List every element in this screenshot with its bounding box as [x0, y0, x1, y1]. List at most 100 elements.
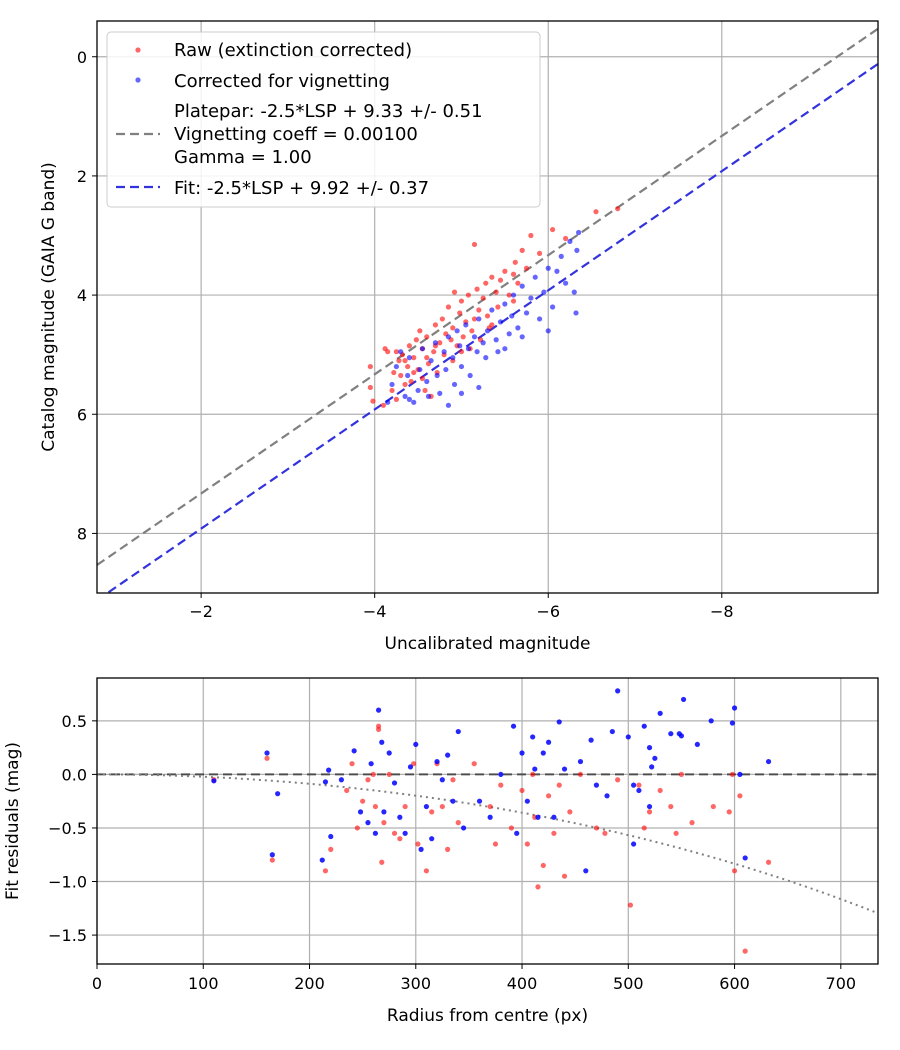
corrected-point: [545, 265, 551, 271]
corrected-point: [495, 349, 501, 355]
raw-point: [465, 292, 472, 298]
raw-residual-point: [370, 771, 376, 778]
bottom-x-tick-label: 400: [507, 974, 538, 993]
corrected-residual-point: [577, 758, 584, 765]
corrected-point: [424, 378, 430, 385]
corrected-residual-point: [275, 791, 281, 797]
raw-residual-point: [593, 825, 600, 831]
raw-residual-point: [498, 782, 504, 788]
legend-fit-label: Fit: -2.5*LSP + 9.92 +/- 0.37: [174, 178, 429, 199]
raw-residual-point: [471, 761, 477, 767]
corrected-residual-point: [678, 733, 685, 739]
corrected-point: [457, 343, 463, 349]
corrected-residual-point: [264, 750, 270, 756]
raw-residual-point: [731, 868, 738, 874]
raw-point: [437, 340, 443, 346]
raw-residual-point: [381, 820, 387, 826]
corrected-residual-point: [379, 739, 385, 745]
corrected-point: [463, 322, 469, 328]
raw-point: [495, 304, 501, 310]
corrected-point: [489, 307, 495, 313]
raw-point: [411, 355, 417, 361]
raw-residual-point: [646, 809, 653, 815]
top-fit-lines: [97, 27, 878, 593]
raw-point: [519, 247, 525, 253]
corrected-point: [476, 316, 482, 322]
corrected-residual-point: [604, 793, 610, 799]
corrected-point: [467, 372, 473, 379]
corrected-residual-point: [269, 852, 275, 858]
corrected-point: [510, 292, 517, 298]
corrected-residual-point: [381, 809, 387, 815]
corrected-point: [545, 328, 551, 334]
corrected-residual-point: [556, 719, 562, 725]
raw-residual-point: [710, 803, 716, 810]
corrected-point: [425, 393, 432, 399]
raw-residual-point: [689, 820, 695, 826]
corrected-residual-point: [519, 750, 525, 756]
bottom-x-tick-label: 500: [613, 974, 644, 993]
raw-residual-point: [519, 787, 525, 794]
raw-point: [483, 280, 489, 286]
corrected-residual-point: [423, 803, 430, 810]
bottom-grid: [96, 678, 878, 964]
corrected-residual-point: [372, 830, 378, 836]
raw-point: [480, 295, 486, 301]
raw-point: [476, 307, 482, 313]
raw-point: [497, 277, 504, 283]
raw-point: [528, 232, 534, 239]
corrected-residual-point: [551, 814, 557, 820]
raw-residual-point: [455, 820, 461, 826]
corrected-residual-point: [583, 868, 589, 874]
raw-point: [413, 337, 419, 343]
corrected-residual-point: [668, 731, 674, 737]
corrected-residual-point: [532, 766, 538, 772]
bottom-y-tick-label: −0.5: [48, 819, 87, 838]
raw-point: [424, 334, 430, 340]
corrected-residual-point: [328, 833, 334, 840]
raw-residual-point: [487, 803, 493, 810]
raw-point: [510, 298, 517, 304]
raw-residual-point: [567, 809, 573, 815]
corrected-point: [519, 334, 525, 340]
raw-point: [419, 375, 426, 382]
raw-point: [370, 398, 376, 404]
raw-point: [563, 235, 569, 242]
corrected-point: [458, 390, 465, 396]
raw-point: [391, 369, 397, 376]
raw-residual-point: [445, 846, 451, 852]
corrected-residual-point: [445, 752, 451, 758]
raw-point: [445, 304, 452, 310]
corrected-residual-point: [418, 846, 424, 852]
bottom-y-axis-label: Fit residuals (mag): [3, 742, 23, 900]
raw-point: [593, 209, 599, 215]
corrected-point: [528, 295, 534, 301]
corrected-residual-point: [609, 728, 615, 735]
bottom-x-tick-label: 600: [719, 974, 750, 993]
raw-residual-point: [360, 798, 366, 804]
top-y-tick-label: 2: [77, 167, 87, 186]
raw-point: [393, 396, 399, 402]
raw-point: [424, 355, 430, 361]
legend-corrected-label: Corrected for vignetting: [174, 71, 390, 92]
raw-residual-point: [397, 836, 403, 842]
raw-point: [458, 349, 465, 355]
bottom-x-tick-label: 0: [92, 974, 102, 993]
top-y-axis-label: Catalog magnitude (GAIA G band): [39, 162, 59, 452]
raw-residual-point: [375, 723, 382, 729]
corrected-point: [415, 387, 421, 394]
top-x-axis-label: Uncalibrated magnitude: [385, 634, 591, 654]
bottom-x-axis-label: Radius from centre (px): [387, 1006, 588, 1026]
corrected-point: [432, 340, 439, 346]
corrected-residual-point: [652, 755, 658, 761]
corrected-residual-point: [450, 798, 456, 804]
raw-point: [615, 206, 621, 212]
raw-point: [506, 292, 512, 298]
corrected-residual-point: [455, 728, 461, 735]
top-y-tick-label: 4: [77, 286, 87, 305]
corrected-point: [536, 316, 543, 322]
raw-residual-point: [328, 846, 334, 852]
raw-residual-point: [365, 777, 371, 783]
corrected-point: [502, 301, 508, 307]
